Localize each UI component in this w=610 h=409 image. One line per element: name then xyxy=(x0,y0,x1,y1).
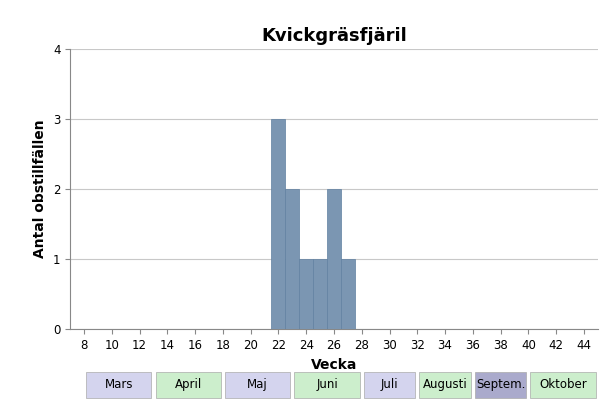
Bar xyxy=(341,259,355,329)
Title: Kvickgräsfjäril: Kvickgräsfjäril xyxy=(261,27,407,45)
Text: Septem.: Septem. xyxy=(476,378,525,391)
X-axis label: Vecka: Vecka xyxy=(310,357,357,371)
FancyBboxPatch shape xyxy=(475,372,526,398)
Text: Mars: Mars xyxy=(104,378,133,391)
FancyBboxPatch shape xyxy=(531,372,596,398)
FancyBboxPatch shape xyxy=(295,372,360,398)
Text: Maj: Maj xyxy=(247,378,268,391)
FancyBboxPatch shape xyxy=(156,372,221,398)
Text: Juni: Juni xyxy=(316,378,338,391)
Text: April: April xyxy=(174,378,202,391)
Text: Oktober: Oktober xyxy=(539,378,587,391)
Bar xyxy=(300,259,313,329)
FancyBboxPatch shape xyxy=(86,372,151,398)
Text: Juli: Juli xyxy=(381,378,398,391)
Bar xyxy=(313,259,327,329)
Y-axis label: Antal obstillfällen: Antal obstillfällen xyxy=(34,120,48,258)
FancyBboxPatch shape xyxy=(419,372,471,398)
FancyBboxPatch shape xyxy=(225,372,290,398)
Text: Augusti: Augusti xyxy=(423,378,467,391)
Bar xyxy=(327,189,341,329)
Bar xyxy=(285,189,300,329)
FancyBboxPatch shape xyxy=(364,372,415,398)
Bar xyxy=(271,119,285,329)
